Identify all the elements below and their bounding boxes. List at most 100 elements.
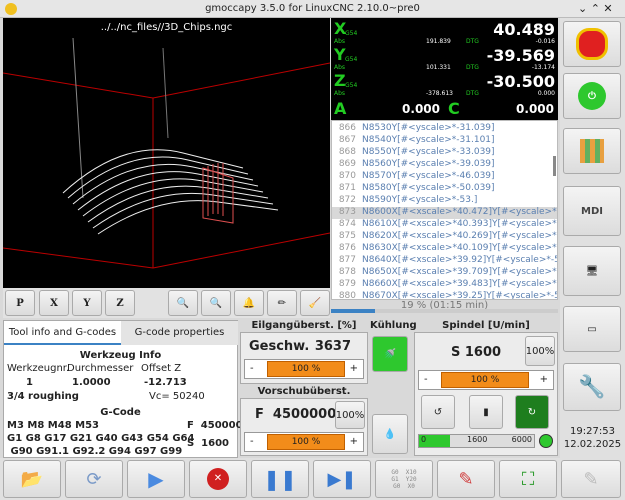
clock-date: 12.02.2025	[563, 439, 622, 450]
active-gcodes: G90 G91.1 G92.2 G94 G97 G99	[7, 446, 183, 457]
line-code: N8550Y[#<yscale>*-33.039]	[362, 147, 495, 157]
axis-system: G54	[345, 82, 358, 89]
gcode-line: 871 N8580Y[#<yscale>*-50.039]	[332, 183, 557, 195]
axis-value: 40.489	[493, 20, 555, 39]
axis-line	[3, 72, 154, 99]
window-controls[interactable]: ⌄ ⌃ ✕	[578, 2, 613, 15]
dro-a[interactable]: A 0.000	[331, 98, 444, 118]
flood-button[interactable]: 🚿	[372, 336, 408, 372]
spindle-bar-fill	[419, 435, 450, 447]
edit-gcode-button[interactable]: ✎	[437, 460, 495, 498]
abs-label: Abs	[334, 64, 346, 71]
abs-value: 101.331	[426, 64, 451, 71]
line-number: 868	[338, 147, 356, 157]
slider-fill: 100 %	[441, 372, 529, 388]
line-number: 872	[338, 195, 356, 205]
line-code: N8590Y[#<yscale>*-53.]	[362, 195, 478, 205]
line-code: N8560Y[#<yscale>*-39.039]	[362, 159, 495, 169]
rapid-slider[interactable]: - 100 % +	[244, 359, 364, 379]
pause-button[interactable]: ❚❚	[251, 460, 309, 498]
dro-panel: X G54 40.489 Abs 191.839 DTG -0.016 Y G5…	[331, 18, 558, 120]
info-notebook: Tool info and G-codes G-code properties …	[3, 320, 250, 458]
axis-system: G54	[345, 56, 358, 63]
active-gcodes: G1 G8 G17 G21 G40 G43 G54 G64	[7, 433, 195, 444]
gcode-line: 869 N8560Y[#<yscale>*-39.039]	[332, 159, 557, 171]
line-number: 880	[338, 291, 356, 300]
auto-button[interactable]: 🖥	[563, 246, 621, 296]
abs-value: 191.839	[426, 38, 451, 45]
zoom-out-button[interactable]: 🔍	[201, 290, 231, 316]
column-header: Offset Z	[141, 363, 182, 374]
slider-plus[interactable]: +	[349, 363, 358, 374]
spindle-title: Spindel [U/min]	[442, 320, 530, 331]
progress-text: 19 % (01:15 min)	[400, 300, 489, 311]
manual-button[interactable]	[563, 128, 621, 174]
slider-minus[interactable]: -	[250, 436, 254, 447]
mdi-button[interactable]: MDI	[563, 186, 621, 236]
line-number: 878	[338, 267, 356, 277]
view-p-button[interactable]: P	[5, 290, 35, 316]
feed-slider[interactable]: - 100 % +	[244, 432, 364, 452]
settings-button[interactable]: ▭	[563, 306, 621, 352]
dtg-value: 0.000	[537, 90, 555, 97]
edit-button[interactable]: ✏	[267, 290, 297, 316]
power-button[interactable]: ⏻	[563, 73, 621, 119]
dro-y[interactable]: Y G54 -39.569 Abs 101.331 DTG -13.174	[331, 44, 558, 71]
spindle-slider[interactable]: - 100 % +	[418, 370, 554, 390]
spindle-reset-button[interactable]: 100%	[525, 336, 555, 366]
zoom-in-button[interactable]: 🔍	[168, 290, 198, 316]
slider-fill: 100 %	[267, 361, 345, 377]
clear-button[interactable]: 🧹	[300, 290, 330, 316]
line-number: 877	[338, 255, 356, 265]
run-button[interactable]: ▶	[127, 460, 185, 498]
slider-plus[interactable]: +	[539, 374, 548, 385]
feed-reset-button[interactable]: 100%	[335, 401, 365, 429]
spindle-at-speed-led	[539, 434, 553, 448]
tool-description: 3/4 roughing	[7, 391, 79, 402]
fullscreen-button[interactable]: ⛶	[499, 460, 557, 498]
open-button[interactable]: 📂	[3, 460, 61, 498]
stop-button[interactable]: ✕	[189, 460, 247, 498]
axis-system: G54	[345, 30, 358, 37]
line-code: N8650X[#<xscale>*39.709]Y[#<yscale>*-54.…	[362, 267, 558, 277]
bar-min: 0	[421, 435, 427, 444]
line-code: N8640X[#<xscale>*39.92]Y[#<yscale>*-54.0…	[362, 255, 558, 265]
user-tabs-button[interactable]: ✎	[561, 460, 621, 498]
mist-button[interactable]: 💧	[372, 414, 408, 454]
abs-label: Abs	[334, 90, 346, 97]
gcode-line: 867 N8540Y[#<yscale>*-31.101]	[332, 135, 557, 147]
dro-c[interactable]: C 0.000	[445, 98, 558, 118]
line-number: 876	[338, 243, 356, 253]
spindle-stop-button[interactable]: ▮	[469, 395, 503, 429]
run-from-line-button[interactable]: G0 X10 G1 Y20 G0 X0	[375, 460, 433, 498]
preview-3d[interactable]: ../../nc_files//3D_Chips.ngc	[3, 18, 330, 288]
dro-x[interactable]: X G54 40.489 Abs 191.839 DTG -0.016	[331, 18, 558, 45]
reload-button[interactable]: ⟳	[65, 460, 123, 498]
view-x-button[interactable]: X	[39, 290, 69, 316]
line-code: N8630X[#<xscale>*40.109]Y[#<yscale>*-53.…	[362, 243, 558, 253]
slider-plus[interactable]: +	[349, 436, 358, 447]
dro-z[interactable]: Z G54 -30.500 Abs -378.613 DTG 0.000	[331, 70, 558, 97]
gcode-line: 870 N8570Y[#<yscale>*-46.039]	[332, 171, 557, 183]
line-code: N8570Y[#<yscale>*-46.039]	[362, 171, 495, 181]
tab-active[interactable]: Tool info and G-codes	[4, 321, 121, 345]
view-z-button[interactable]: Z	[105, 290, 135, 316]
slider-minus[interactable]: -	[250, 363, 254, 374]
gcode-line: 873 N8600X[#<xscale>*40.472]Y[#<yscale>*-…	[332, 207, 557, 219]
estop-button[interactable]	[563, 21, 621, 67]
axis-line	[152, 62, 330, 99]
tab[interactable]: G-code properties	[121, 321, 238, 345]
dtg-label: DTG	[466, 90, 479, 97]
tools-button[interactable]: 🔧	[563, 363, 621, 411]
plot-button[interactable]: 🔔	[234, 290, 264, 316]
spindle-ccw-button[interactable]: ↺	[421, 395, 455, 429]
line-number: 879	[338, 279, 356, 289]
axis-line	[152, 232, 330, 269]
spindle-cw-button[interactable]: ↻	[515, 395, 549, 429]
clock-time: 19:27:53	[570, 426, 615, 437]
slider-minus[interactable]: -	[424, 374, 428, 385]
gcode-view[interactable]: 866 N8530Y[#<yscale>*-31.039] 867 N8540Y[#<…	[331, 120, 558, 300]
line-code: N8540Y[#<yscale>*-31.101]	[362, 135, 495, 145]
step-button[interactable]: ▶❚	[313, 460, 371, 498]
view-y-button[interactable]: Y	[72, 290, 102, 316]
